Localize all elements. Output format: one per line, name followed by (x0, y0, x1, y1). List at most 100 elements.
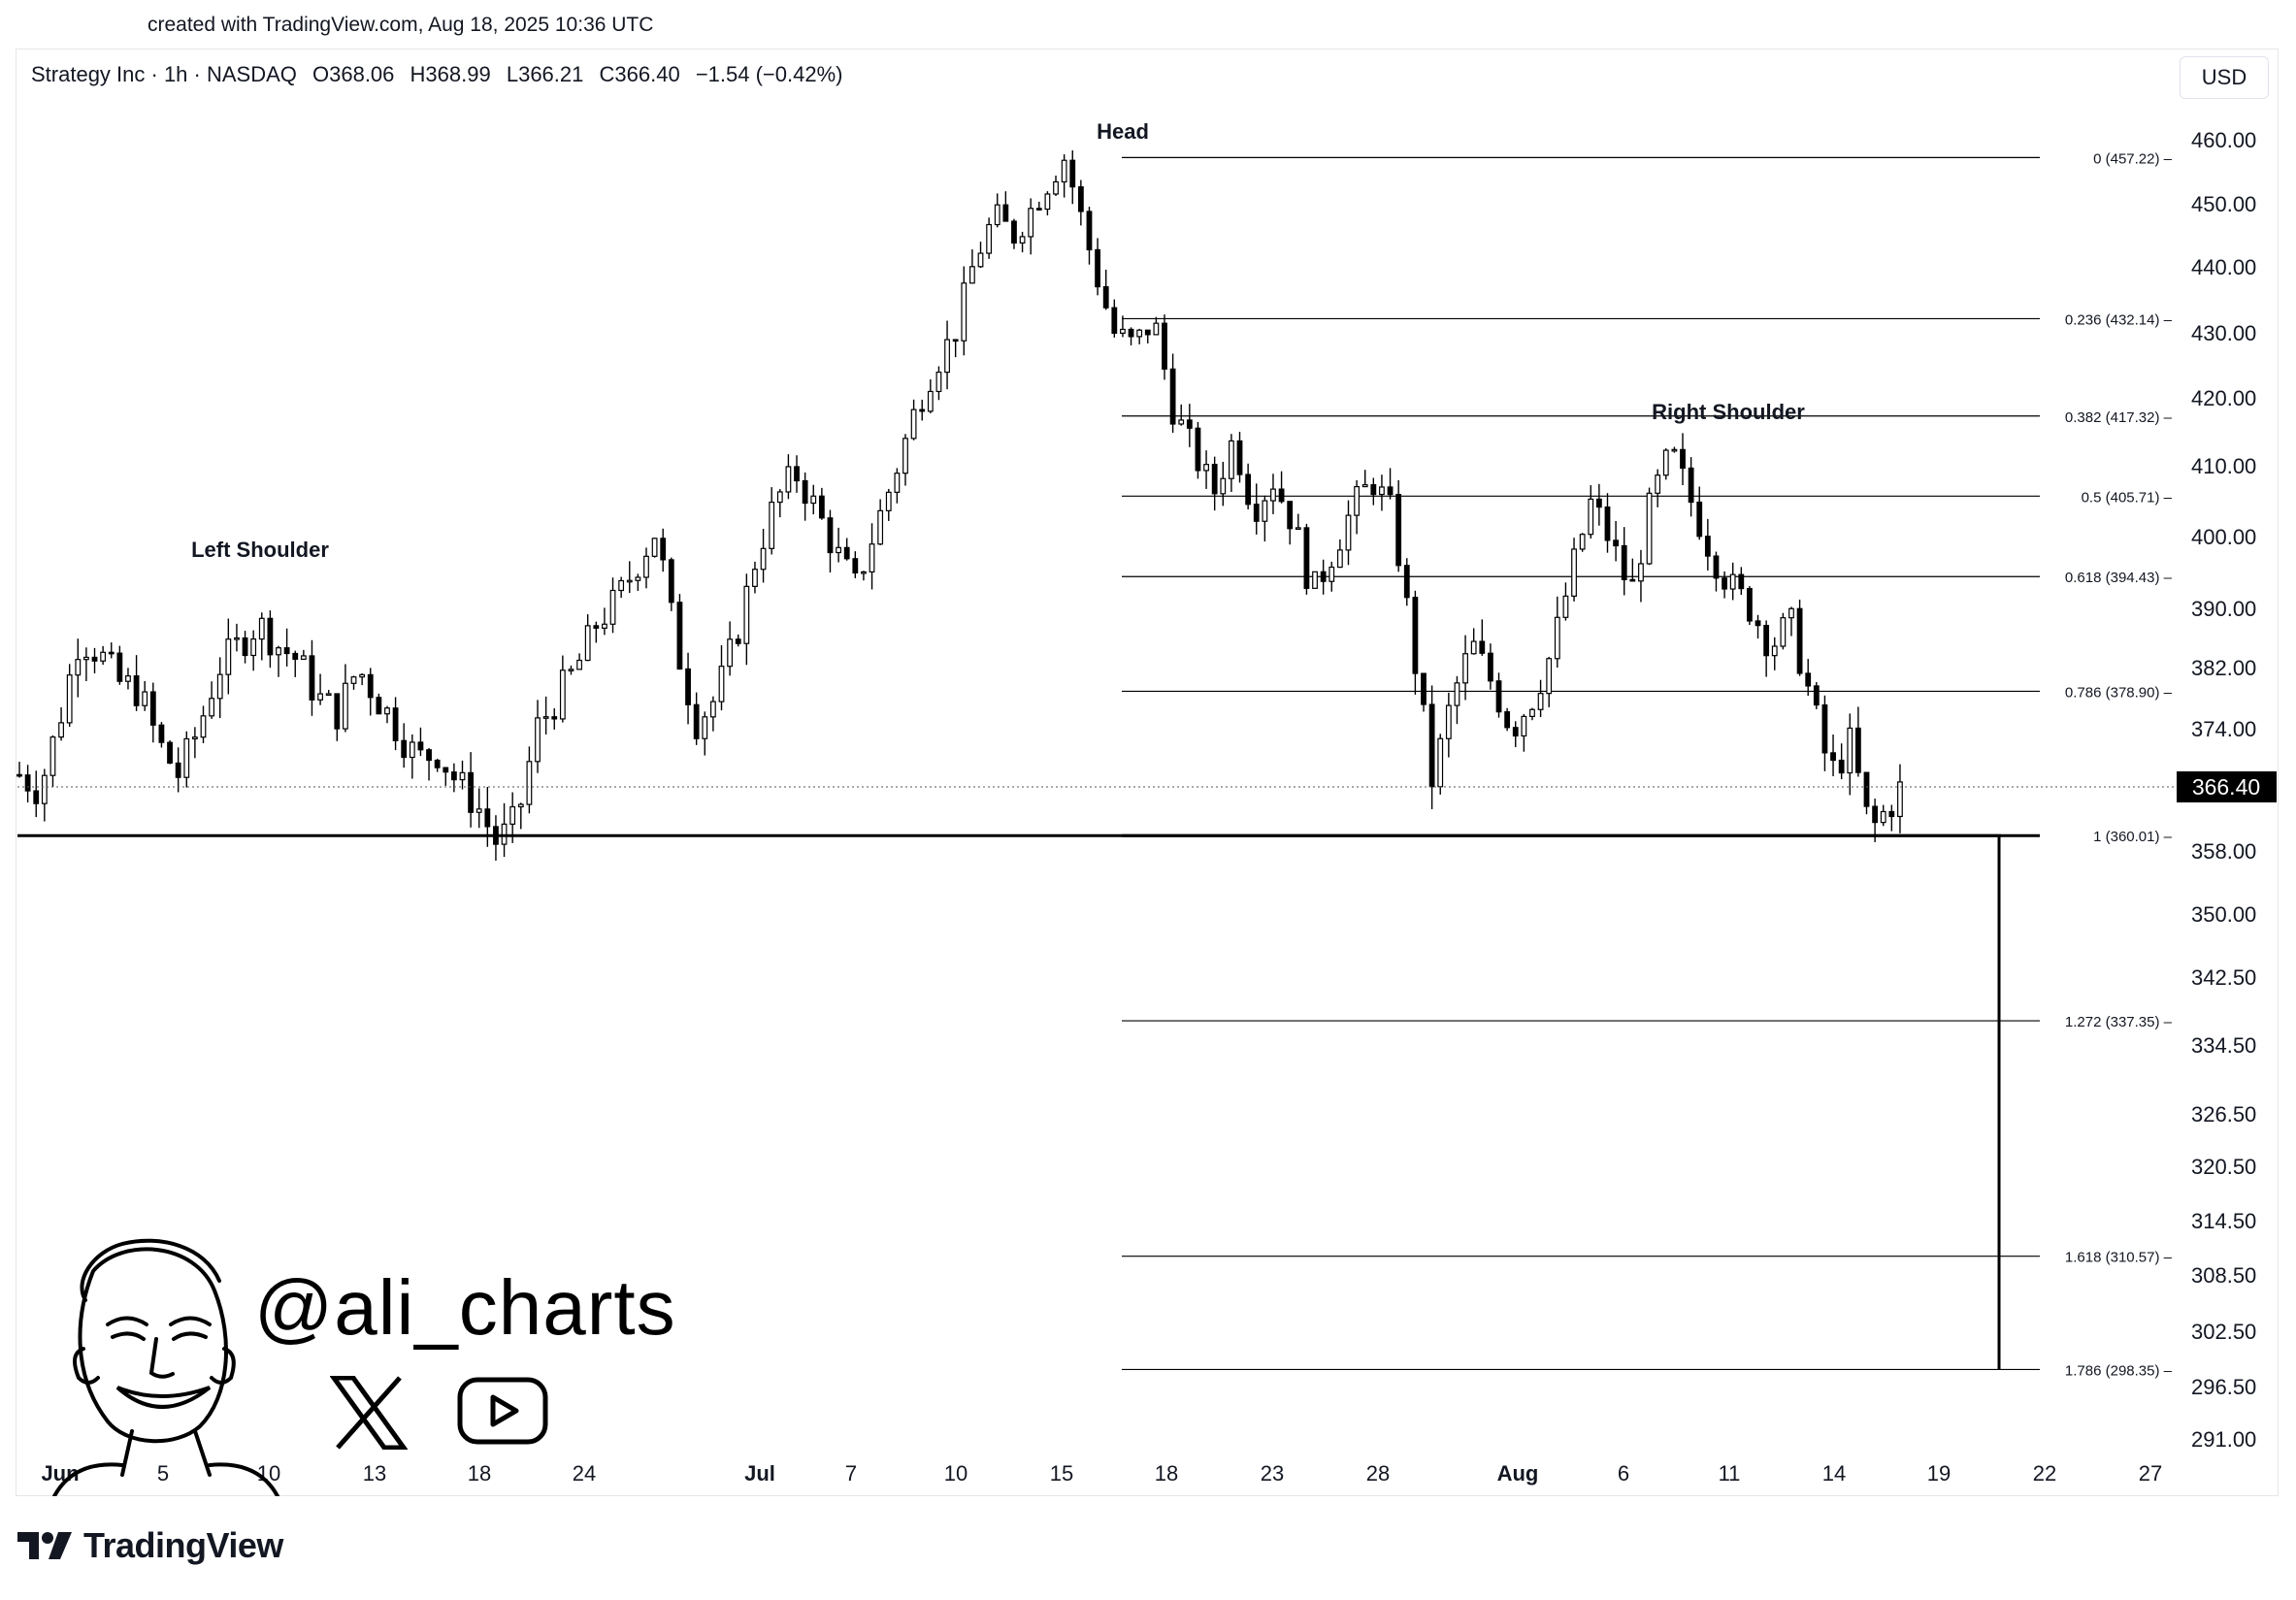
candle (1880, 804, 1886, 827)
candle (1529, 707, 1535, 721)
candle (1805, 659, 1812, 697)
candle-body-down (1195, 427, 1201, 472)
candle (1738, 567, 1745, 596)
candle-body-down (242, 637, 248, 657)
candle-body-up (944, 339, 950, 374)
candle-body-up (643, 555, 649, 578)
candle (1011, 218, 1017, 249)
candle-body-down (334, 693, 341, 730)
candle (1437, 734, 1444, 795)
candle-body-down (1111, 307, 1118, 334)
candle (75, 638, 82, 698)
candle (325, 690, 332, 697)
candle (769, 487, 775, 555)
candle (1169, 353, 1176, 433)
candle-body-up (1662, 449, 1669, 476)
symbol-legend[interactable]: Strategy Inc · 1h · NASDAQ O368.06 H368.… (31, 62, 852, 87)
symbol-name: Strategy Inc · 1h · NASDAQ (31, 62, 297, 86)
candle (568, 665, 574, 675)
candle-body-up (1655, 474, 1661, 494)
candle (83, 647, 89, 681)
candle (158, 722, 165, 748)
candle-body-down (1186, 419, 1193, 429)
candle (1788, 606, 1794, 637)
fib-label-0.618: 0.618 (394.43) – (2065, 570, 2173, 586)
candle (1069, 150, 1076, 205)
pattern-annotations: Left Shoulder Head Right Shoulder (191, 119, 1805, 562)
candle (1696, 486, 1703, 540)
candle-body-up (1788, 607, 1794, 619)
candle-body-up (727, 638, 734, 668)
candle (818, 487, 825, 520)
candle-body-down (1162, 322, 1167, 370)
candle-body-down (1002, 204, 1009, 222)
candle (1162, 314, 1167, 380)
candle-body-up (1470, 640, 1477, 655)
candle-body-down (1128, 328, 1134, 338)
candle (1454, 675, 1460, 725)
candle-body-down (116, 652, 123, 682)
candle (1537, 679, 1544, 718)
candle (1604, 493, 1611, 553)
candle (1245, 463, 1252, 509)
candle-body-down (1303, 527, 1310, 589)
candle-body-up (216, 673, 223, 700)
candle-body-up (576, 659, 582, 670)
time-axis[interactable]: Jun 5 10 13 18 24 Jul 7 10 15 18 23 28 Aug 6 11 14 19 22 27 (41, 1461, 2162, 1486)
youtube-icon[interactable] (456, 1376, 549, 1454)
candle (66, 664, 73, 728)
candle-body-down (1403, 565, 1410, 599)
candle-body-up (350, 676, 357, 684)
candle-body-down (91, 656, 98, 662)
candle (593, 621, 600, 643)
high-value: H368.99 (410, 62, 491, 86)
candle-body-down (417, 741, 424, 751)
candle-body-down (1086, 211, 1093, 251)
candle-body-down (1102, 285, 1109, 309)
candle-body-up (1638, 563, 1644, 582)
created-caption: created with TradingView.com, Aug 18, 20… (148, 14, 654, 36)
candle-body-up (760, 547, 767, 571)
fib-label-0.786: 0.786 (378.90) – (2065, 684, 2173, 701)
candle-body-up (125, 675, 131, 682)
candle (125, 668, 131, 690)
candle-body-up (1019, 236, 1026, 244)
candle (283, 628, 290, 667)
candle-body-up (709, 701, 716, 718)
candle-body-down (309, 655, 315, 701)
annotation-right-shoulder: Right Shoulder (1652, 400, 1805, 424)
candle-body-down (133, 675, 140, 706)
candle (1379, 474, 1385, 511)
x-logo-icon[interactable] (329, 1375, 409, 1454)
candle (1646, 487, 1653, 566)
candle (1320, 559, 1327, 595)
candle (484, 787, 491, 847)
candle (250, 630, 257, 671)
fib-label-1: 1 (360.01) – (2093, 829, 2173, 845)
candle (1813, 681, 1820, 709)
candle-body-up (1445, 704, 1452, 739)
candle (1278, 471, 1285, 504)
candle (1613, 520, 1620, 562)
price-axis[interactable]: 460.00 450.00 440.00 430.00 420.00 410.00 400.… (2177, 128, 2277, 1452)
candle-body-up (651, 538, 658, 557)
tradingview-brand[interactable]: TradingView (17, 1525, 283, 1566)
candle-body-down (1035, 208, 1042, 211)
candle (149, 682, 156, 743)
y-tick-label: 350.00 (2191, 902, 2256, 927)
candle-body-up (776, 491, 783, 504)
candle (1680, 433, 1686, 486)
candle (902, 434, 908, 486)
candle-body-up (752, 569, 758, 587)
candle-body-up (200, 715, 207, 738)
candle (1095, 238, 1100, 296)
candle (535, 700, 541, 773)
currency-button[interactable]: USD (2180, 56, 2269, 99)
candle (1412, 590, 1419, 695)
candle-body-down (450, 771, 457, 781)
candle-body-up (861, 571, 867, 574)
candle-body-down (1421, 672, 1427, 705)
candle (1747, 585, 1753, 626)
candle-body-up (191, 736, 198, 740)
